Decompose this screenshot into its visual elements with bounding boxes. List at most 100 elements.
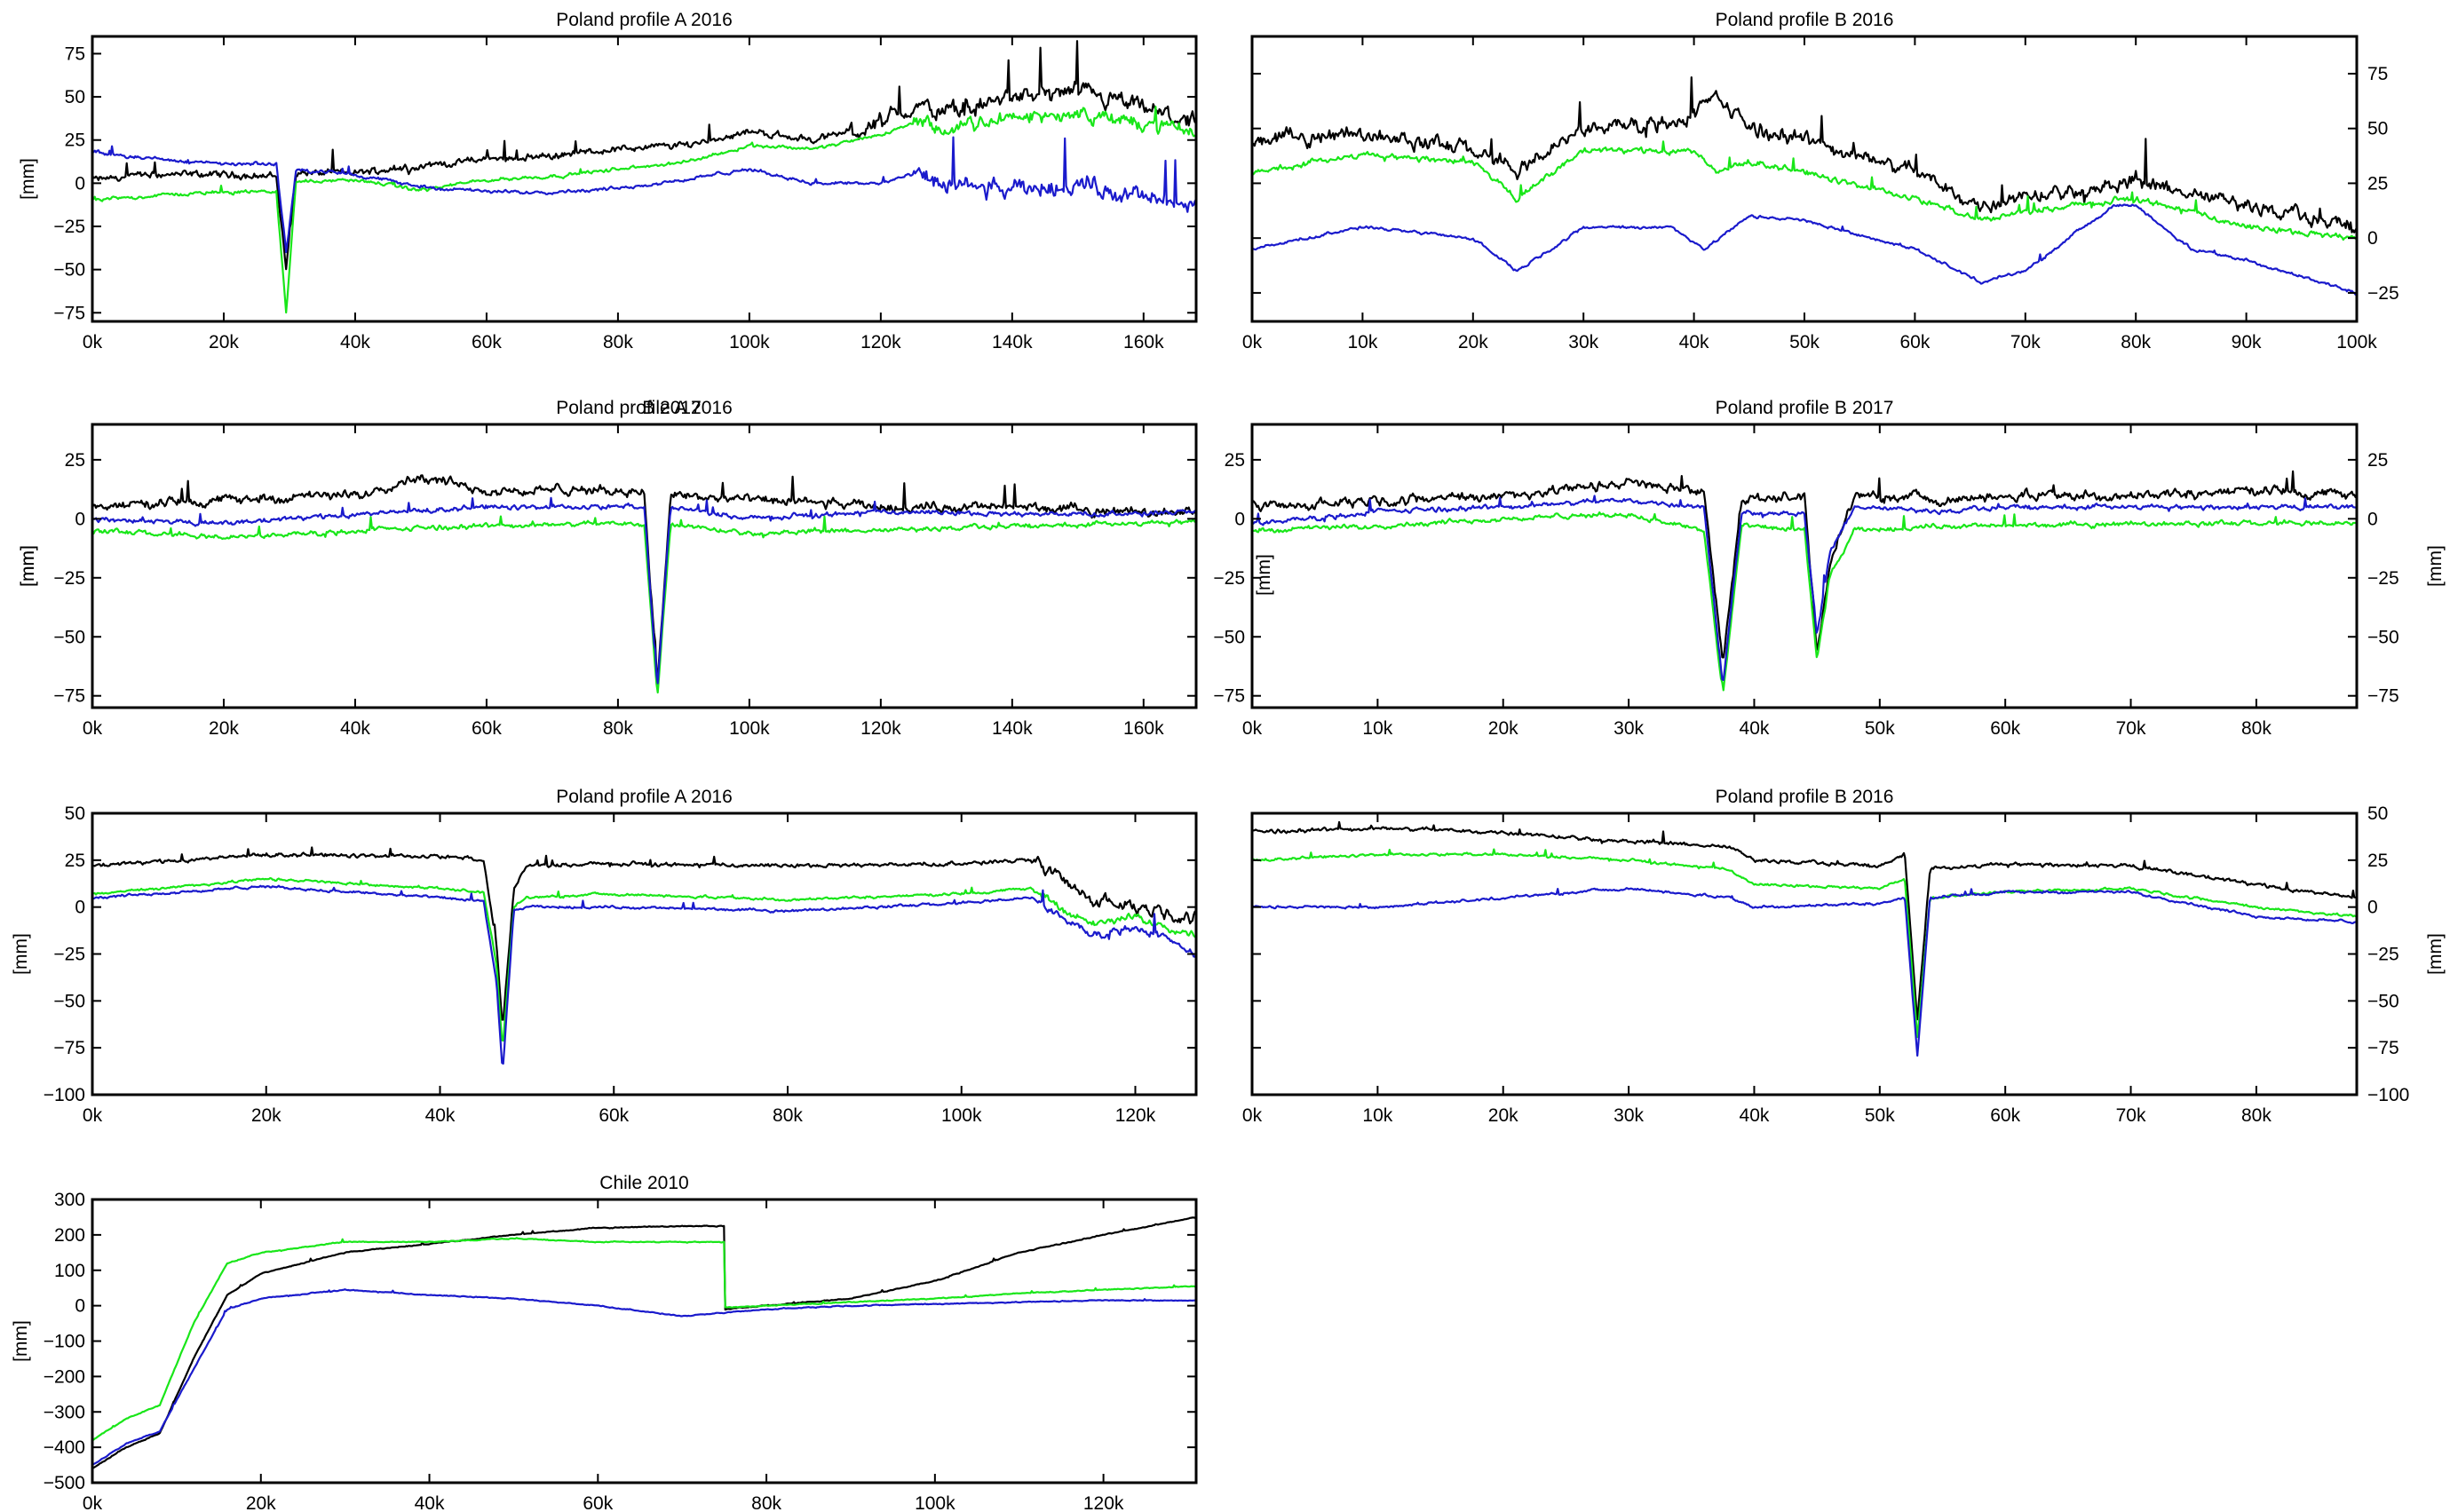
- x-tick-label: 40k: [1740, 1105, 1770, 1126]
- x-tick-label: 0k: [83, 1493, 103, 1512]
- x-tick-label: 20k: [1458, 332, 1488, 352]
- y-axis-label: [mm]: [18, 545, 38, 587]
- y-tick-label: −75: [53, 303, 85, 323]
- y-tick-label: 25: [65, 851, 85, 871]
- x-tick-label: 60k: [1899, 332, 1930, 352]
- series-blue-line: [92, 884, 1196, 1065]
- y-tick-label: 200: [54, 1225, 85, 1246]
- series-green-line: [1252, 511, 2357, 692]
- x-tick-label: 40k: [1679, 332, 1709, 352]
- x-tick-label: 0k: [1242, 332, 1263, 352]
- y-tick-label-right: 0: [2367, 509, 2378, 529]
- series-black-line: [92, 1216, 1196, 1469]
- y-tick-label: 50: [65, 87, 85, 107]
- y-tick-label: 0: [1234, 509, 1245, 529]
- series-black-line: [1252, 470, 2357, 659]
- y-tick-label: −75: [53, 686, 85, 707]
- x-tick-label: 20k: [246, 1493, 276, 1512]
- y-axis-label: [mm]: [2425, 933, 2446, 975]
- x-tick-label: 20k: [209, 718, 239, 739]
- y-tick-label: −25: [53, 945, 85, 965]
- y-tick-label: 0: [75, 509, 85, 529]
- x-tick-label: 30k: [1614, 718, 1644, 739]
- y-tick-label: −400: [44, 1437, 85, 1458]
- y-tick-label: 0: [75, 173, 85, 194]
- y-tick-label-right: −75: [2367, 1038, 2399, 1058]
- y-tick-label-right: 25: [2367, 450, 2388, 471]
- x-tick-label: 30k: [1614, 1105, 1644, 1126]
- y-tick-label: −25: [53, 217, 85, 237]
- plot-frame: [91, 423, 1198, 709]
- series-black-line: [92, 40, 1196, 271]
- y-tick-label-right: 50: [2367, 803, 2388, 824]
- x-tick-label: 50k: [1789, 332, 1820, 352]
- x-tick-label: 80k: [603, 718, 633, 739]
- y-tick-label: −100: [44, 1332, 85, 1352]
- y-axis-label-right: [mm]: [2425, 545, 2446, 587]
- y-tick-label: −100: [44, 1085, 85, 1105]
- x-tick-label: 140k: [992, 332, 1033, 352]
- chart-title-overlay: B 2017: [642, 398, 702, 418]
- x-tick-label: 40k: [1740, 718, 1770, 739]
- plot-frame: [1250, 423, 2359, 709]
- x-tick-label: 90k: [2232, 332, 2262, 352]
- x-tick-label: 60k: [472, 332, 502, 352]
- series-green-line: [1252, 140, 2357, 241]
- y-tick-label: −25: [1213, 568, 1245, 589]
- y-tick-label-right: −25: [2367, 283, 2399, 304]
- y-tick-label-right: 25: [2367, 851, 2388, 871]
- chart-panel-6: 0k 10k 20k 30k 40k 50k 60k 70k 80k −100 −75 −50 −25 0…: [1242, 787, 2446, 1126]
- y-tick-label: 25: [65, 131, 85, 151]
- y-tick-label: −500: [44, 1473, 85, 1493]
- series-black-line: [92, 474, 1196, 678]
- y-tick-label-right: −100: [2367, 1085, 2409, 1105]
- series-blue-line: [1252, 203, 2357, 296]
- series-green-line: [92, 515, 1196, 694]
- x-tick-label: 20k: [1488, 718, 1518, 739]
- y-tick-label: 25: [65, 450, 85, 471]
- series-blue-line: [1252, 887, 2357, 1057]
- y-tick-label: 50: [65, 803, 85, 824]
- x-tick-label: 100k: [729, 718, 770, 739]
- y-tick-label: 0: [75, 898, 85, 918]
- y-tick-label-right: −50: [2367, 627, 2399, 647]
- y-tick-label: −25: [53, 568, 85, 589]
- y-axis-label: [mm]: [18, 158, 38, 200]
- x-tick-label: 20k: [1488, 1105, 1518, 1126]
- chart-panel-4: 0k 10k 20k 30k 40k 50k 60k 70k 80k −75 −75 −50 −50 −2…: [18, 398, 2446, 739]
- x-tick-label: 80k: [751, 1493, 781, 1512]
- y-tick-label-right: −25: [2367, 945, 2399, 965]
- x-tick-label: 10k: [1347, 332, 1377, 352]
- x-tick-label: 60k: [599, 1105, 629, 1126]
- x-tick-label: 120k: [860, 718, 901, 739]
- chart-panel-3: 0k 20k 40k 60k 80k 100k 120k 140k 160k −75 −50 −25 0…: [18, 398, 1198, 739]
- x-tick-label: 80k: [2241, 1105, 2272, 1126]
- x-tick-label: 70k: [2010, 332, 2041, 352]
- x-tick-label: 120k: [1083, 1493, 1124, 1512]
- y-tick-label-right: −50: [2367, 991, 2399, 1011]
- series-black-line: [1252, 820, 2357, 1021]
- x-tick-label: 160k: [1123, 718, 1164, 739]
- plot-frame: [91, 35, 1198, 323]
- x-tick-label: 120k: [860, 332, 901, 352]
- y-tick-label: −300: [44, 1402, 85, 1422]
- chart-panel-2: 0k 10k 20k 30k 40k 50k 60k 70k 80k 90k 100k −25 0 25 5…: [1242, 10, 2399, 352]
- x-tick-label: 60k: [583, 1493, 613, 1512]
- series-green-line: [92, 876, 1196, 1042]
- x-tick-label: 70k: [2116, 718, 2146, 739]
- y-tick-label-right: 50: [2367, 119, 2388, 139]
- y-axis-label: [mm]: [18, 545, 38, 587]
- x-tick-label: 20k: [209, 332, 239, 352]
- y-tick-label: 300: [54, 1190, 85, 1210]
- x-tick-label: 0k: [83, 1105, 103, 1126]
- x-tick-label: 60k: [1990, 718, 2020, 739]
- x-tick-label: 40k: [425, 1105, 456, 1126]
- series-blue-line: [1252, 495, 2357, 682]
- chart-panel-7: 0k 20k 40k 60k 80k 100k 120k −500 −400 −300 −200 −1…: [11, 1173, 1198, 1512]
- y-tick-label: 0: [75, 1296, 85, 1317]
- y-tick-label: −200: [44, 1366, 85, 1387]
- series-green-line: [92, 1237, 1196, 1442]
- y-tick-label: −50: [53, 260, 85, 281]
- x-tick-label: 0k: [1242, 718, 1263, 739]
- y-tick-label: 75: [65, 44, 85, 64]
